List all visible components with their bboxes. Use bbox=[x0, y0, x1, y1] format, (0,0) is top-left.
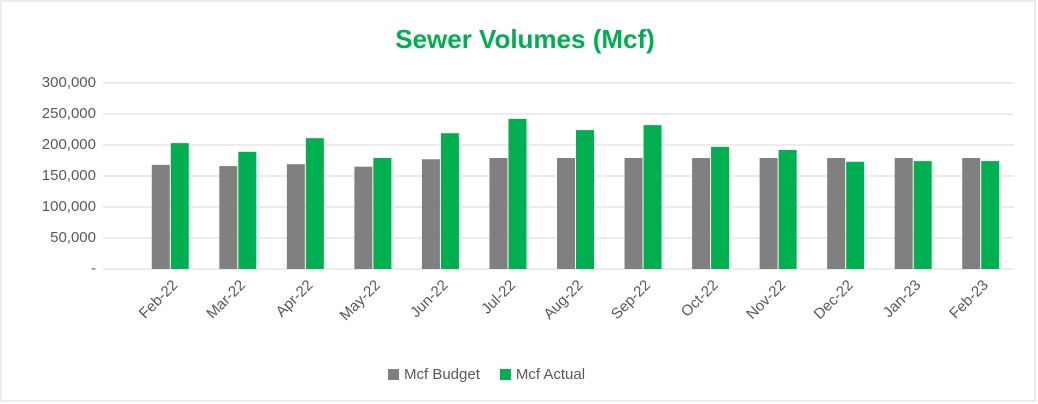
y-tick-label: 250,000 bbox=[42, 105, 96, 122]
bar bbox=[624, 158, 643, 269]
legend-swatch bbox=[499, 369, 511, 380]
bar bbox=[373, 158, 392, 269]
bar bbox=[778, 149, 797, 269]
legend-swatch bbox=[388, 369, 399, 380]
bar bbox=[151, 164, 170, 269]
bar bbox=[692, 158, 711, 269]
chart-title: Sewer Volumes (Mcf) bbox=[395, 24, 655, 54]
bar bbox=[440, 133, 459, 269]
legend-label: Mcf Actual bbox=[516, 366, 585, 383]
bar bbox=[557, 158, 575, 269]
bar bbox=[238, 151, 257, 269]
bar bbox=[981, 161, 1000, 269]
y-tick-label: - bbox=[91, 260, 96, 277]
y-tick-label: 50,000 bbox=[50, 229, 96, 246]
bar bbox=[286, 164, 305, 269]
y-tick-label: 300,000 bbox=[42, 74, 96, 91]
bar bbox=[508, 118, 527, 270]
bar bbox=[827, 158, 846, 269]
bar bbox=[421, 159, 440, 269]
bar bbox=[170, 143, 189, 269]
bar bbox=[711, 146, 730, 269]
y-tick-label: 150,000 bbox=[42, 167, 96, 184]
bar bbox=[219, 166, 238, 269]
bar bbox=[354, 166, 373, 269]
bar bbox=[759, 158, 778, 269]
bar bbox=[846, 161, 865, 269]
bar bbox=[305, 138, 324, 269]
y-tick-label: 200,000 bbox=[42, 136, 96, 153]
bar bbox=[894, 158, 913, 269]
y-tick-label: 100,000 bbox=[42, 198, 96, 215]
legend-label: Mcf Budget bbox=[404, 366, 481, 383]
bar bbox=[576, 130, 594, 269]
bar bbox=[489, 158, 508, 269]
bar bbox=[643, 125, 662, 269]
bar bbox=[913, 161, 932, 269]
bar bbox=[962, 158, 981, 269]
